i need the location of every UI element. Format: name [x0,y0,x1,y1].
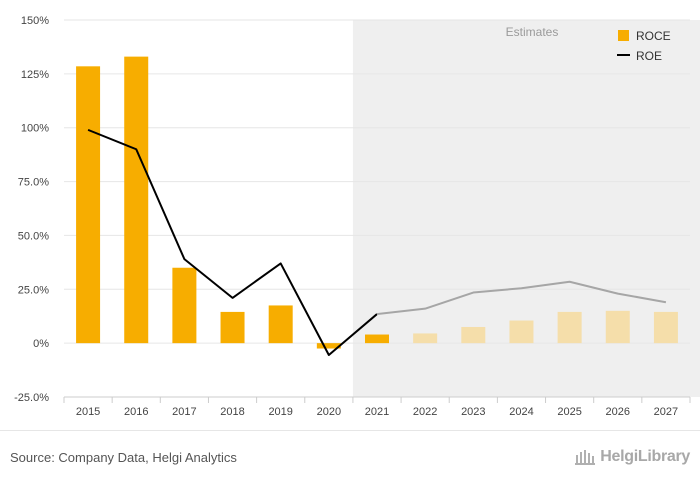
bar-roce [653,311,678,344]
bar-roce [124,56,149,344]
y-tick-label: 150% [21,15,49,27]
x-tick-label: 2017 [172,406,196,418]
bar-roce [605,310,630,344]
axis-layer: 2015 2016 2017 2018 2019 2020 2021 2022 2023 2024… [63,396,691,418]
bar-roce [557,311,582,344]
x-tick-label: 2022 [413,406,437,418]
x-tick-label: 2025 [557,406,581,418]
legend-swatch-roce [618,30,629,41]
bar-roce [413,333,438,344]
line-roe-estimate [376,280,667,316]
footer-divider [0,430,700,431]
y-tick-label: 125% [21,69,49,81]
x-tick-label: 2024 [509,406,533,418]
legend-label-roe: ROE [636,49,662,63]
brand-name: HelgiLibrary [600,448,690,465]
bar-roce [220,311,245,344]
x-tick-label: 2020 [317,406,341,418]
bar-layer [76,56,678,349]
y-tick-label: 25.0% [18,284,49,296]
bar-roce [76,66,101,344]
x-tick-label: 2016 [124,406,148,418]
legend-label-roce: ROCE [636,29,671,43]
grid-layer: -25.0% 0% 25.0% 50.0% 75.0% 100% 125% 150% [14,15,690,404]
legend[interactable]: ROCE ROE [617,29,671,63]
y-tick-label: 50.0% [18,230,49,242]
y-tick-label: 0% [33,338,49,350]
bar-roce [509,320,534,344]
estimates-label: Estimates [506,25,559,39]
brand-logo[interactable]: HelgiLibrary [574,448,690,466]
x-tick-label: 2021 [365,406,389,418]
x-tick-label: 2015 [76,406,100,418]
x-tick-label: 2027 [654,406,678,418]
line-roe-actual [87,128,378,356]
bar-roce [316,343,341,349]
bar-roce [365,334,389,344]
bar-roce [172,267,197,344]
bar-roce [268,305,293,344]
x-tick-label: 2023 [461,406,485,418]
bar-roce [461,326,486,344]
y-tick-label: -25.0% [14,392,49,404]
line-layer [87,128,667,356]
source-note: Source: Company Data, Helgi Analytics [10,450,237,465]
y-tick-label: 75.0% [18,177,49,189]
x-tick-label: 2026 [606,406,630,418]
library-building-icon [575,450,596,465]
x-tick-label: 2018 [220,406,244,418]
x-tick-label: 2019 [268,406,292,418]
y-tick-label: 100% [21,123,49,135]
